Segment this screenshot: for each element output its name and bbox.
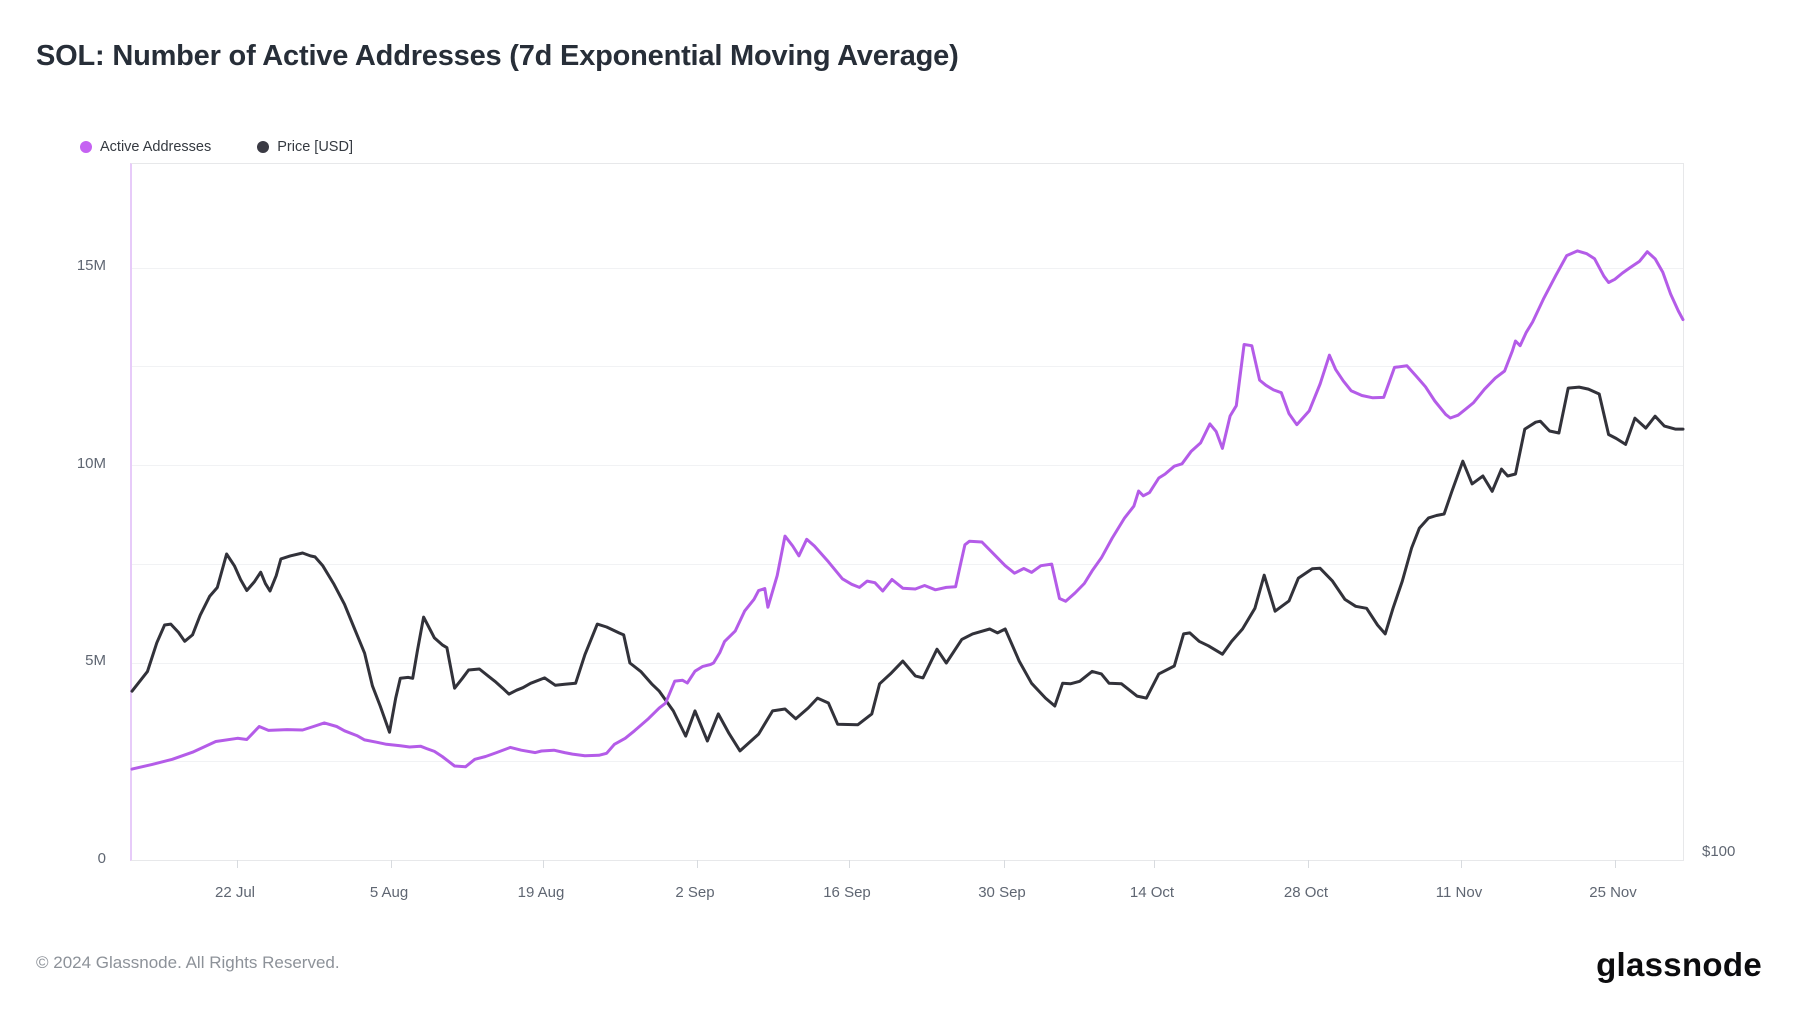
legend-label: Price [USD]: [277, 139, 353, 155]
legend-item-active-addresses[interactable]: Active Addresses: [80, 139, 211, 155]
x-axis-tick-label: 28 Oct: [1283, 884, 1329, 901]
gridline: [132, 563, 1683, 565]
x-axis-tick-label: 22 Jul: [214, 884, 256, 901]
x-axis-tick: [237, 860, 238, 868]
x-axis-tick-label: 2 Sep: [675, 884, 715, 901]
y-axis-tick-label: 5M: [85, 652, 106, 669]
line-chart: [130, 249, 1685, 771]
x-axis-tick: [697, 860, 698, 868]
x-axis-tick-label: 19 Aug: [517, 884, 565, 901]
page-title: SOL: Number of Active Addresses (7d Expo…: [36, 40, 959, 72]
y-axis-tick-label: 0: [97, 850, 106, 867]
x-axis-tick-label: 5 Aug: [369, 884, 409, 901]
right-axis-price-label: $100: [1702, 843, 1736, 860]
chart-legend: Active Addresses Price [USD]: [80, 139, 353, 155]
gridline: [132, 465, 1683, 466]
y-axis-tick-label: 10M: [76, 455, 106, 472]
gridline: [132, 662, 1683, 664]
series-line-active-addresses: [130, 249, 1685, 771]
x-axis-tick: [1004, 860, 1005, 868]
legend-label: Active Addresses: [100, 139, 212, 155]
legend-item-price-usd[interactable]: Price [USD]: [257, 139, 353, 155]
x-axis-tick: [1615, 860, 1616, 868]
price-usd-dot-icon: [257, 141, 270, 153]
x-axis-tick: [849, 860, 850, 868]
copyright-text: © 2024 Glassnode. All Rights Reserved.: [36, 953, 340, 972]
y-axis-tick-label: 15M: [76, 257, 106, 274]
x-axis-tick: [1154, 860, 1155, 868]
gridline: [132, 761, 1683, 763]
x-axis-tick-label: 14 Oct: [1129, 884, 1175, 901]
series-line-price-usd: [130, 385, 1685, 753]
plot-area: [130, 163, 1685, 868]
x-axis-tick: [543, 860, 544, 868]
x-axis-tick-label: 25 Nov: [1589, 884, 1637, 901]
gridline: [132, 267, 1683, 269]
x-axis-tick-label: 11 Nov: [1435, 884, 1483, 901]
x-axis-tick: [1461, 860, 1462, 868]
x-axis-tick: [391, 860, 392, 868]
gridline: [132, 366, 1683, 368]
x-axis-tick-label: 16 Sep: [823, 884, 871, 901]
glassnode-logo: glassnode: [1596, 946, 1762, 983]
x-axis-tick: [1308, 860, 1309, 868]
active-addresses-dot-icon: [80, 141, 92, 153]
x-axis-tick-label: 30 Sep: [978, 884, 1026, 901]
